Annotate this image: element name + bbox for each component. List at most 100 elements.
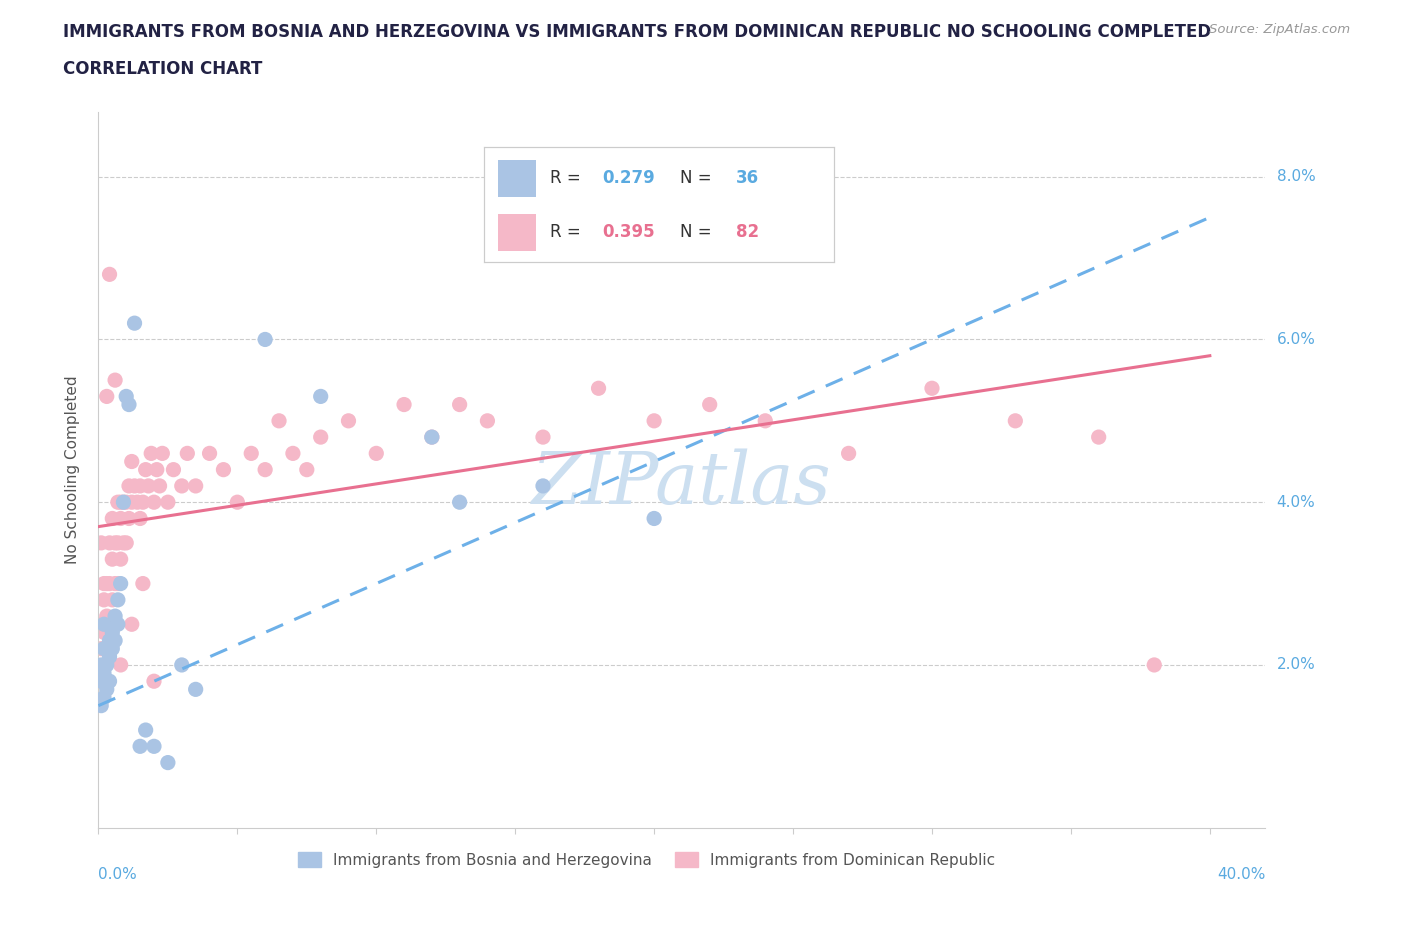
Point bbox=[104, 609, 127, 624]
Point bbox=[254, 462, 277, 477]
Point bbox=[110, 512, 132, 526]
Point bbox=[156, 755, 179, 770]
Point bbox=[121, 617, 143, 631]
Point bbox=[146, 462, 169, 477]
Point bbox=[98, 649, 121, 664]
Point bbox=[90, 536, 112, 551]
Point bbox=[124, 315, 146, 330]
Point bbox=[107, 576, 129, 591]
Point bbox=[110, 551, 132, 566]
Point bbox=[309, 430, 332, 445]
Point bbox=[98, 673, 121, 688]
Point bbox=[101, 512, 124, 526]
Text: ZIPatlas: ZIPatlas bbox=[531, 448, 832, 519]
Point bbox=[90, 673, 112, 688]
Text: IMMIGRANTS FROM BOSNIA AND HERZEGOVINA VS IMMIGRANTS FROM DOMINICAN REPUBLIC NO : IMMIGRANTS FROM BOSNIA AND HERZEGOVINA V… bbox=[63, 23, 1212, 41]
Point bbox=[96, 658, 118, 672]
Text: 40.0%: 40.0% bbox=[1218, 867, 1265, 882]
Point bbox=[156, 495, 179, 510]
Point bbox=[107, 592, 129, 607]
Point bbox=[420, 430, 443, 445]
Point bbox=[132, 576, 155, 591]
Point bbox=[107, 495, 129, 510]
Point bbox=[170, 658, 193, 672]
Point bbox=[115, 536, 138, 551]
Point bbox=[96, 389, 118, 404]
Point bbox=[699, 397, 721, 412]
Point bbox=[392, 397, 415, 412]
Point bbox=[93, 666, 115, 681]
Y-axis label: No Schooling Completed: No Schooling Completed bbox=[65, 376, 80, 564]
Point bbox=[141, 445, 163, 460]
Point bbox=[96, 576, 118, 591]
Point bbox=[112, 495, 135, 510]
Point bbox=[143, 495, 166, 510]
Point bbox=[118, 397, 141, 412]
Point bbox=[212, 462, 235, 477]
Point bbox=[93, 592, 115, 607]
Point bbox=[93, 642, 115, 657]
Point bbox=[531, 430, 554, 445]
Point bbox=[110, 576, 132, 591]
Point bbox=[96, 642, 118, 657]
Point bbox=[98, 576, 121, 591]
Point bbox=[366, 445, 388, 460]
Point bbox=[129, 512, 152, 526]
Point bbox=[588, 381, 610, 396]
Point bbox=[104, 633, 127, 648]
Point bbox=[135, 462, 157, 477]
Point bbox=[90, 617, 112, 631]
Point bbox=[98, 617, 121, 631]
Point bbox=[643, 413, 665, 428]
Point bbox=[104, 373, 127, 388]
Point bbox=[184, 682, 207, 697]
Text: CORRELATION CHART: CORRELATION CHART bbox=[63, 60, 263, 78]
Point bbox=[129, 478, 152, 493]
Point bbox=[90, 698, 112, 713]
Point bbox=[531, 478, 554, 493]
Point bbox=[104, 536, 127, 551]
Point bbox=[101, 592, 124, 607]
Point bbox=[477, 413, 499, 428]
Point bbox=[150, 445, 173, 460]
Point bbox=[98, 267, 121, 282]
Point bbox=[449, 495, 471, 510]
Point bbox=[93, 576, 115, 591]
Point bbox=[98, 536, 121, 551]
Point bbox=[90, 658, 112, 672]
Point bbox=[107, 536, 129, 551]
Point bbox=[643, 512, 665, 526]
Point bbox=[107, 617, 129, 631]
Point bbox=[1087, 430, 1109, 445]
Point bbox=[295, 462, 318, 477]
Point bbox=[420, 430, 443, 445]
Point bbox=[101, 625, 124, 640]
Point bbox=[90, 673, 112, 688]
Text: 4.0%: 4.0% bbox=[1277, 495, 1315, 510]
Point bbox=[93, 658, 115, 672]
Point bbox=[127, 495, 149, 510]
Point bbox=[148, 478, 170, 493]
Point bbox=[101, 642, 124, 657]
Text: 0.0%: 0.0% bbox=[98, 867, 138, 882]
Point bbox=[124, 478, 146, 493]
Point bbox=[110, 658, 132, 672]
Point bbox=[118, 512, 141, 526]
Point bbox=[281, 445, 304, 460]
Point bbox=[143, 673, 166, 688]
Point bbox=[96, 682, 118, 697]
Point bbox=[921, 381, 943, 396]
Point bbox=[254, 332, 277, 347]
Point bbox=[104, 576, 127, 591]
Point bbox=[838, 445, 860, 460]
Point bbox=[110, 495, 132, 510]
Point bbox=[129, 738, 152, 753]
Point bbox=[170, 478, 193, 493]
Point bbox=[143, 738, 166, 753]
Point bbox=[267, 413, 290, 428]
Point bbox=[118, 478, 141, 493]
Point bbox=[449, 397, 471, 412]
Point bbox=[98, 633, 121, 648]
Point bbox=[337, 413, 360, 428]
Point bbox=[96, 609, 118, 624]
